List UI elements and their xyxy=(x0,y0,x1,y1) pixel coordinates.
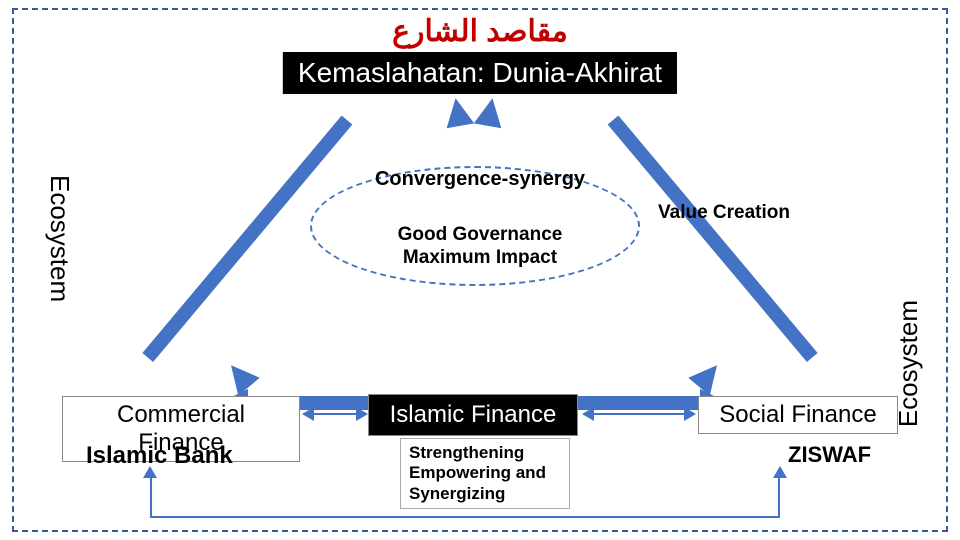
u-arrowhead-right xyxy=(773,466,787,478)
strengthen-line1: Strengthening xyxy=(409,443,524,462)
subtitle-text: Kemaslahatan: Dunia-Akhirat xyxy=(283,52,677,94)
u-connector xyxy=(150,474,780,518)
islamic-finance-box: Islamic Finance xyxy=(368,394,578,436)
ziswaf-label: ZISWAF xyxy=(788,442,871,468)
arrow-commercial-islamic xyxy=(312,413,358,415)
title-arabic: مقاصد الشارع xyxy=(0,14,960,49)
governance-line2: Maximum Impact xyxy=(403,247,557,268)
governance-line1: Good Governance xyxy=(398,224,563,245)
arrow-islamic-social xyxy=(592,413,686,415)
islamic-bank-label: Islamic Bank xyxy=(86,442,233,470)
governance-label: Good Governance Maximum Impact xyxy=(0,224,960,270)
subtitle-container: Kemaslahatan: Dunia-Akhirat xyxy=(283,52,677,94)
value-creation-label: Value Creation xyxy=(658,202,790,224)
u-arrowhead-left xyxy=(143,466,157,478)
arrowhead-apex-left xyxy=(442,96,474,128)
arrowhead-apex-right xyxy=(474,96,506,128)
social-finance-box: Social Finance xyxy=(698,396,898,434)
convergence-label: Convergence-synergy xyxy=(0,168,960,191)
